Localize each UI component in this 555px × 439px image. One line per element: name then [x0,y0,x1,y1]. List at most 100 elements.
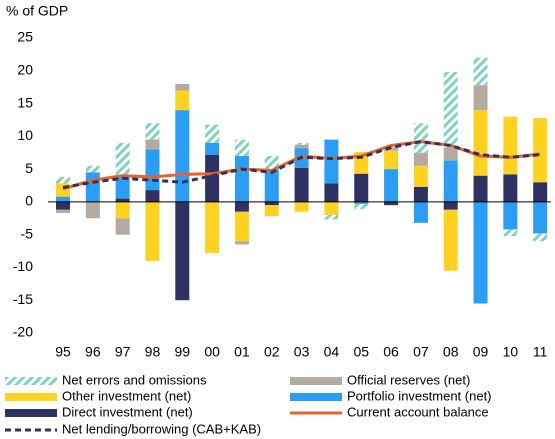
bar [413,165,428,187]
bar [294,201,309,212]
bar [503,116,518,175]
legend-label: Current account balance [347,404,489,419]
y-tick-label: 15 [17,94,33,110]
bar [264,169,279,202]
x-tick-label: 95 [55,344,71,360]
bar [413,123,428,153]
y-tick-label: 25 [17,29,33,45]
bar [354,203,369,210]
bar [205,154,220,202]
bar [234,156,249,202]
bar [533,182,548,202]
bar [175,110,190,202]
bar [264,201,279,206]
bar [234,241,249,245]
bar [473,57,488,86]
bar [145,190,160,202]
x-tick-label: 07 [413,344,429,360]
bar [115,142,130,176]
bar [56,176,70,184]
legend-label: Net lending/borrowing (CAB+KAB) [62,421,261,436]
bar [324,183,339,202]
bar [85,201,100,219]
legend-label: Official reserves (net) [347,372,470,387]
bar [354,201,369,204]
bar [413,201,428,223]
bar [443,72,458,148]
y-tick-label: 0 [25,193,33,209]
x-tick-label: 04 [324,344,340,360]
bar [56,196,70,202]
bar [413,152,428,166]
bar [384,201,399,206]
bar [443,160,458,202]
bar [234,211,249,242]
bar [85,165,100,173]
bar [324,215,339,220]
x-tick-label: 09 [473,344,489,360]
x-tick-label: 05 [353,344,369,360]
bar [443,209,458,271]
x-tick-label: 01 [234,344,250,360]
bar [443,147,458,161]
legend-swatch [5,377,57,385]
bar [205,142,220,155]
bar [294,167,309,202]
bar [473,110,488,176]
x-tick-label: 06 [383,344,399,360]
x-tick-label: 08 [443,344,459,360]
y-tick-label: 5 [25,160,33,176]
bar [533,233,548,242]
bar [384,147,399,151]
bar [115,201,130,219]
bar [234,139,249,156]
chart-title: % of GDP [6,3,68,19]
bar [115,198,130,202]
legend-swatch [5,393,57,401]
x-tick-label: 02 [264,344,280,360]
bar [473,201,488,304]
bar [384,150,399,170]
bar [264,156,279,170]
y-tick-label: 20 [17,61,33,77]
bar [533,201,548,234]
bar [533,117,548,183]
legend-swatch [5,409,57,417]
bar [443,201,458,210]
bar [145,123,160,140]
bar [473,85,488,111]
bar [503,174,518,202]
bar [413,186,428,202]
bar [85,172,100,202]
bar [175,90,190,111]
legend-label: Direct investment (net) [62,404,193,419]
x-tick-label: 11 [533,344,548,360]
x-tick-label: 03 [294,344,310,360]
legend-swatch [290,377,342,385]
x-tick-label: 00 [204,344,220,360]
bar [56,209,70,214]
bar [234,201,249,212]
x-tick-label: 97 [115,344,131,360]
bar [115,218,130,235]
x-tick-label: 10 [503,344,519,360]
x-tick-label: 96 [85,344,101,360]
line [62,140,541,189]
y-tick-label: -20 [13,324,33,340]
y-tick-label: -10 [13,258,33,274]
bar [294,144,309,149]
bar [503,229,518,236]
bar [473,175,488,202]
bar [354,173,369,202]
bar [294,142,309,145]
bar [324,201,339,215]
y-tick-label: -5 [21,225,34,241]
bar [56,201,70,210]
bar [384,169,399,202]
bar [324,139,339,184]
bar [264,205,279,217]
bar [175,83,190,91]
bar [145,201,160,261]
legend-swatch [290,393,342,401]
